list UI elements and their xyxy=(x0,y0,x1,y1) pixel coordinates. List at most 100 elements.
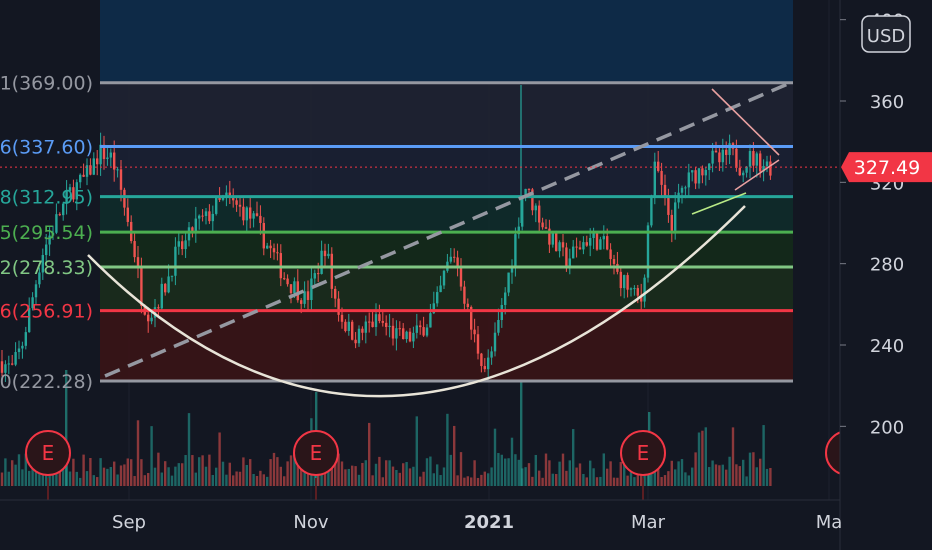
volume-bar xyxy=(334,457,337,486)
volume-bar xyxy=(300,458,303,486)
fib-level-label: 86(337.60) xyxy=(0,137,93,159)
candle-body xyxy=(538,205,541,223)
candle-body xyxy=(748,151,752,167)
earnings-marker[interactable]: E xyxy=(293,430,339,500)
volume-bar xyxy=(398,472,401,486)
volume-bar xyxy=(748,452,752,486)
candle-body xyxy=(759,153,762,172)
candle-body xyxy=(68,187,72,191)
volume-bar xyxy=(731,427,735,486)
volume-bar xyxy=(48,467,51,486)
drawings xyxy=(0,81,840,398)
candle-body xyxy=(449,256,452,262)
volume-bar xyxy=(402,463,405,486)
earnings-circle xyxy=(620,430,666,476)
candle-body xyxy=(544,227,548,229)
volume-bar xyxy=(368,422,371,486)
candle-body xyxy=(619,271,622,289)
volume-bar xyxy=(419,476,422,486)
volume-bar xyxy=(174,466,177,486)
candle-body xyxy=(398,328,401,330)
volume-bar xyxy=(245,464,248,486)
candle-body xyxy=(755,153,758,166)
candle-body xyxy=(589,238,592,246)
volume-bar xyxy=(701,430,704,486)
volume-bar xyxy=(371,475,374,486)
volume-bar xyxy=(555,473,558,486)
candle-body xyxy=(79,174,82,183)
candle-body xyxy=(415,325,418,333)
earnings-circle xyxy=(293,430,339,476)
candle-body xyxy=(388,325,391,327)
candle-body xyxy=(456,257,459,269)
volume-bar xyxy=(650,471,653,486)
candle-body xyxy=(65,190,68,204)
candle-body xyxy=(721,149,724,163)
volume-bar xyxy=(266,476,269,486)
candle-body xyxy=(24,332,27,346)
candle-body xyxy=(378,314,381,322)
candle-body xyxy=(714,150,718,153)
volume-bar xyxy=(102,467,106,486)
volume-bar xyxy=(606,468,609,486)
earnings-letter: E xyxy=(42,441,55,465)
x-tick-label: Ma xyxy=(816,512,843,533)
volume-bar xyxy=(72,458,75,486)
candle-body xyxy=(640,295,643,302)
candle-body xyxy=(483,366,486,370)
volume-bar xyxy=(381,477,384,486)
candle-body xyxy=(646,225,650,278)
volume-bar xyxy=(337,453,340,486)
candle-body xyxy=(408,331,412,342)
candle-body xyxy=(643,277,646,302)
volume-bar xyxy=(147,473,150,486)
candle-body xyxy=(303,291,306,304)
candle-body xyxy=(221,196,225,200)
candle-body xyxy=(691,170,694,173)
candle-body xyxy=(650,196,653,226)
volume-bar xyxy=(21,469,24,486)
volume-bar xyxy=(17,454,21,486)
volume-bar xyxy=(391,466,395,486)
earnings-marker[interactable]: E xyxy=(25,430,71,500)
volume-bar xyxy=(497,453,500,486)
candle-body xyxy=(201,215,204,217)
volume-bar xyxy=(160,472,163,486)
volume-bar xyxy=(24,453,27,486)
candle-body xyxy=(735,148,738,168)
candle-body xyxy=(670,214,673,231)
volume-bar xyxy=(561,453,565,486)
candles xyxy=(0,85,772,382)
volume-bar xyxy=(544,453,548,486)
candle-body xyxy=(7,363,10,365)
earnings-marker[interactable]: E xyxy=(620,430,666,500)
candle-body xyxy=(116,169,119,171)
candle-body xyxy=(259,215,262,223)
volume-bar xyxy=(660,476,663,486)
candle-body xyxy=(123,189,126,208)
candle-body xyxy=(463,286,466,304)
volume-bar xyxy=(446,413,449,486)
volume-bar xyxy=(582,473,585,486)
volume-bar xyxy=(599,476,602,486)
candle-body xyxy=(684,187,687,189)
volume-bar xyxy=(361,462,364,486)
candle-body xyxy=(160,283,163,309)
candle-body xyxy=(752,151,755,166)
candle-body xyxy=(106,157,109,159)
candle-body xyxy=(317,273,320,275)
candle-body xyxy=(551,233,554,245)
currency-button[interactable]: USD xyxy=(861,15,911,53)
volume-bar xyxy=(130,459,133,486)
candle-body xyxy=(385,322,388,327)
candle-body xyxy=(701,168,704,176)
volume-bar xyxy=(75,471,78,486)
volume-bar xyxy=(187,413,191,486)
volume-bar xyxy=(215,467,218,486)
volume-bar xyxy=(453,425,456,486)
volume-bar xyxy=(0,472,4,486)
volume-bar xyxy=(109,467,112,486)
candle-body xyxy=(422,327,425,336)
